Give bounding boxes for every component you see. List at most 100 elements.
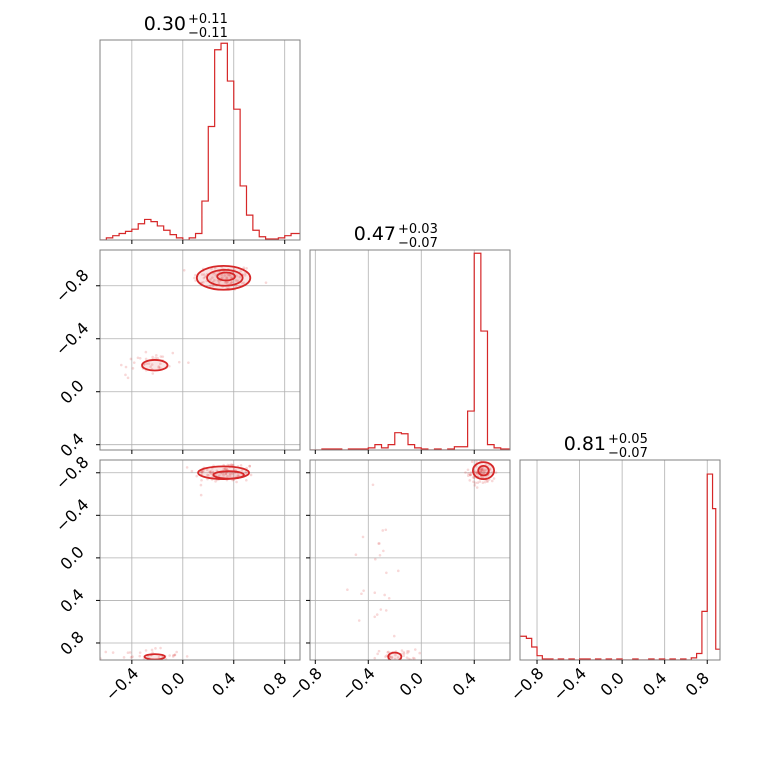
scatter-2-1-scatter-point <box>357 619 361 622</box>
scatter-2-1-contour <box>477 464 490 477</box>
scatter-2-1-scatter-point <box>492 477 496 480</box>
scatter-2-1-scatter-point <box>388 685 391 688</box>
scatter-1-0-ytick-label: 0.0 <box>56 376 87 407</box>
hist-2-histogram-step <box>520 473 720 660</box>
scatter-2-0-scatter-point <box>224 472 228 476</box>
scatter-2-0-scatter-point <box>244 472 248 475</box>
hist-2-xtick-label: 0.4 <box>639 668 670 699</box>
scatter-2-0-scatter-point <box>217 474 221 477</box>
scatter-2-0-scatter-point <box>230 463 234 467</box>
scatter-2-1-scatter-point <box>472 480 475 484</box>
scatter-1-0-scatter-point <box>194 273 197 277</box>
scatter-2-1-scatter-point <box>479 469 482 473</box>
scatter-1-0-scatter-point <box>151 355 154 359</box>
scatter-2-0-scatter-point <box>157 655 161 659</box>
scatter-2-1-scatter-point <box>374 557 377 561</box>
scatter-1-0-scatter-point <box>200 273 204 276</box>
scatter-2-0-scatter-point <box>230 472 234 475</box>
hist-2-xtick-label: 0.0 <box>597 668 628 699</box>
scatter-2-0-scatter-point <box>138 651 142 654</box>
scatter-2-0-scatter-point <box>173 653 177 657</box>
hist-0-title-value: 0.30 <box>144 13 186 35</box>
scatter-2-1-scatter-point <box>373 615 377 619</box>
scatter-2-1-scatter-point <box>390 656 394 659</box>
scatter-2-1-scatter-point <box>378 542 381 545</box>
scatter-2-1-scatter-point <box>382 549 385 553</box>
scatter-2-1-contour <box>387 651 403 660</box>
scatter-2-1-scatter-point <box>379 608 383 611</box>
scatter-2-0-scatter-point <box>228 474 232 477</box>
scatter-2-1-scatter-point <box>387 596 391 600</box>
scatter-2-1-scatter-point <box>486 480 489 484</box>
scatter-1-0-scatter-point <box>225 281 229 285</box>
scatter-2-1-xtick-label: 0.0 <box>396 668 427 699</box>
scatter-2-1-scatter-point <box>480 469 484 472</box>
scatter-2-1-scatter-point <box>346 588 349 592</box>
scatter-2-1-scatter-point <box>474 470 477 474</box>
scatter-1-0-scatter-point <box>136 356 140 360</box>
scatter-1-0-scatter-point <box>171 351 175 355</box>
hist-2-xtick-label: −0.4 <box>549 664 590 705</box>
scatter-1-0-scatter-point <box>144 350 148 354</box>
scatter-1-0-scatter-point <box>226 273 230 276</box>
hist-1-title-plus: +0.03 <box>398 222 438 237</box>
scatter-1-0-scatter-point <box>264 281 268 284</box>
scatter-2-0-scatter-point <box>190 469 194 473</box>
scatter-2-1-scatter-point <box>480 468 484 471</box>
scatter-2-1-scatter-point <box>478 480 482 483</box>
scatter-2-1-scatter-point <box>371 483 375 487</box>
scatter-2-0-scatter-point <box>239 463 243 467</box>
hist-1-frame <box>309 249 511 451</box>
scatter-1-0-scatter-point <box>225 277 229 280</box>
scatter-2-0-scatter-point <box>228 472 232 476</box>
scatter-1-0-scatter-point <box>156 356 159 360</box>
scatter-2-0-scatter-point <box>208 471 212 474</box>
scatter-2-0-scatter-point <box>122 656 126 659</box>
scatter-1-0-scatter-point <box>238 275 242 279</box>
scatter-2-1-scatter-point <box>390 655 394 659</box>
scatter-2-1-scatter-point <box>405 656 409 659</box>
scatter-1-0-scatter-point <box>157 366 161 369</box>
scatter-2-0-scatter-point <box>201 470 204 473</box>
scatter-2-1-panel: −0.8 −0.4 0.0 0.4 <box>285 457 511 705</box>
scatter-2-1-scatter-point <box>411 656 415 660</box>
scatter-1-0-scatter-point <box>149 365 152 369</box>
scatter-2-1-scatter-point <box>490 457 493 460</box>
scatter-1-0-scatter-point <box>228 274 231 277</box>
scatter-2-1-scatter-point <box>481 481 485 484</box>
scatter-1-0-scatter-point <box>150 363 154 366</box>
scatter-2-0-scatter-point <box>249 473 253 477</box>
scatter-2-0-scatter-point <box>248 464 251 468</box>
scatter-1-0-scatter-point <box>240 281 244 285</box>
scatter-2-1-scatter-point <box>483 480 487 484</box>
scatter-2-1-scatter-point <box>464 471 467 474</box>
scatter-2-1-scatter-point <box>480 471 483 475</box>
scatter-2-1-scatter-point <box>482 471 485 474</box>
scatter-2-1-scatter-point <box>406 651 409 655</box>
scatter-1-0-scatter-point <box>228 273 232 277</box>
scatter-1-0-scatter-point <box>209 278 212 281</box>
hist-0-frame <box>99 39 301 241</box>
scatter-1-0-panel: 0.4 0.0 −0.4 −0.8 <box>52 249 301 461</box>
scatter-2-1-scatter-point <box>402 654 406 658</box>
scatter-2-0-scatter-point <box>222 467 225 471</box>
scatter-2-1-scatter-point <box>378 553 382 557</box>
hist-1-title-value: 0.47 <box>354 223 396 245</box>
scatter-2-1-scatter-point <box>407 650 411 653</box>
scatter-2-1-scatter-point <box>482 468 486 472</box>
scatter-1-0-scatter-point <box>161 355 165 358</box>
scatter-1-0-scatter-point <box>225 276 229 279</box>
scatter-1-0-scatter-point <box>225 280 228 284</box>
scatter-1-0-scatter-point <box>243 274 247 277</box>
scatter-2-0-scatter-point <box>202 469 205 473</box>
scatter-1-0-scatter-point <box>124 373 127 377</box>
scatter-1-0-scatter-point <box>202 273 206 276</box>
scatter-2-0-scatter-point <box>171 655 175 658</box>
scatter-2-1-scatter-point <box>490 479 494 483</box>
scatter-1-0-scatter-point <box>234 279 238 282</box>
scatter-1-0-scatter-point <box>124 365 128 369</box>
scatter-1-0-scatter-point <box>202 280 205 284</box>
scatter-2-1-scatter-point <box>413 657 416 660</box>
scatter-1-0-scatter-point <box>223 274 227 277</box>
